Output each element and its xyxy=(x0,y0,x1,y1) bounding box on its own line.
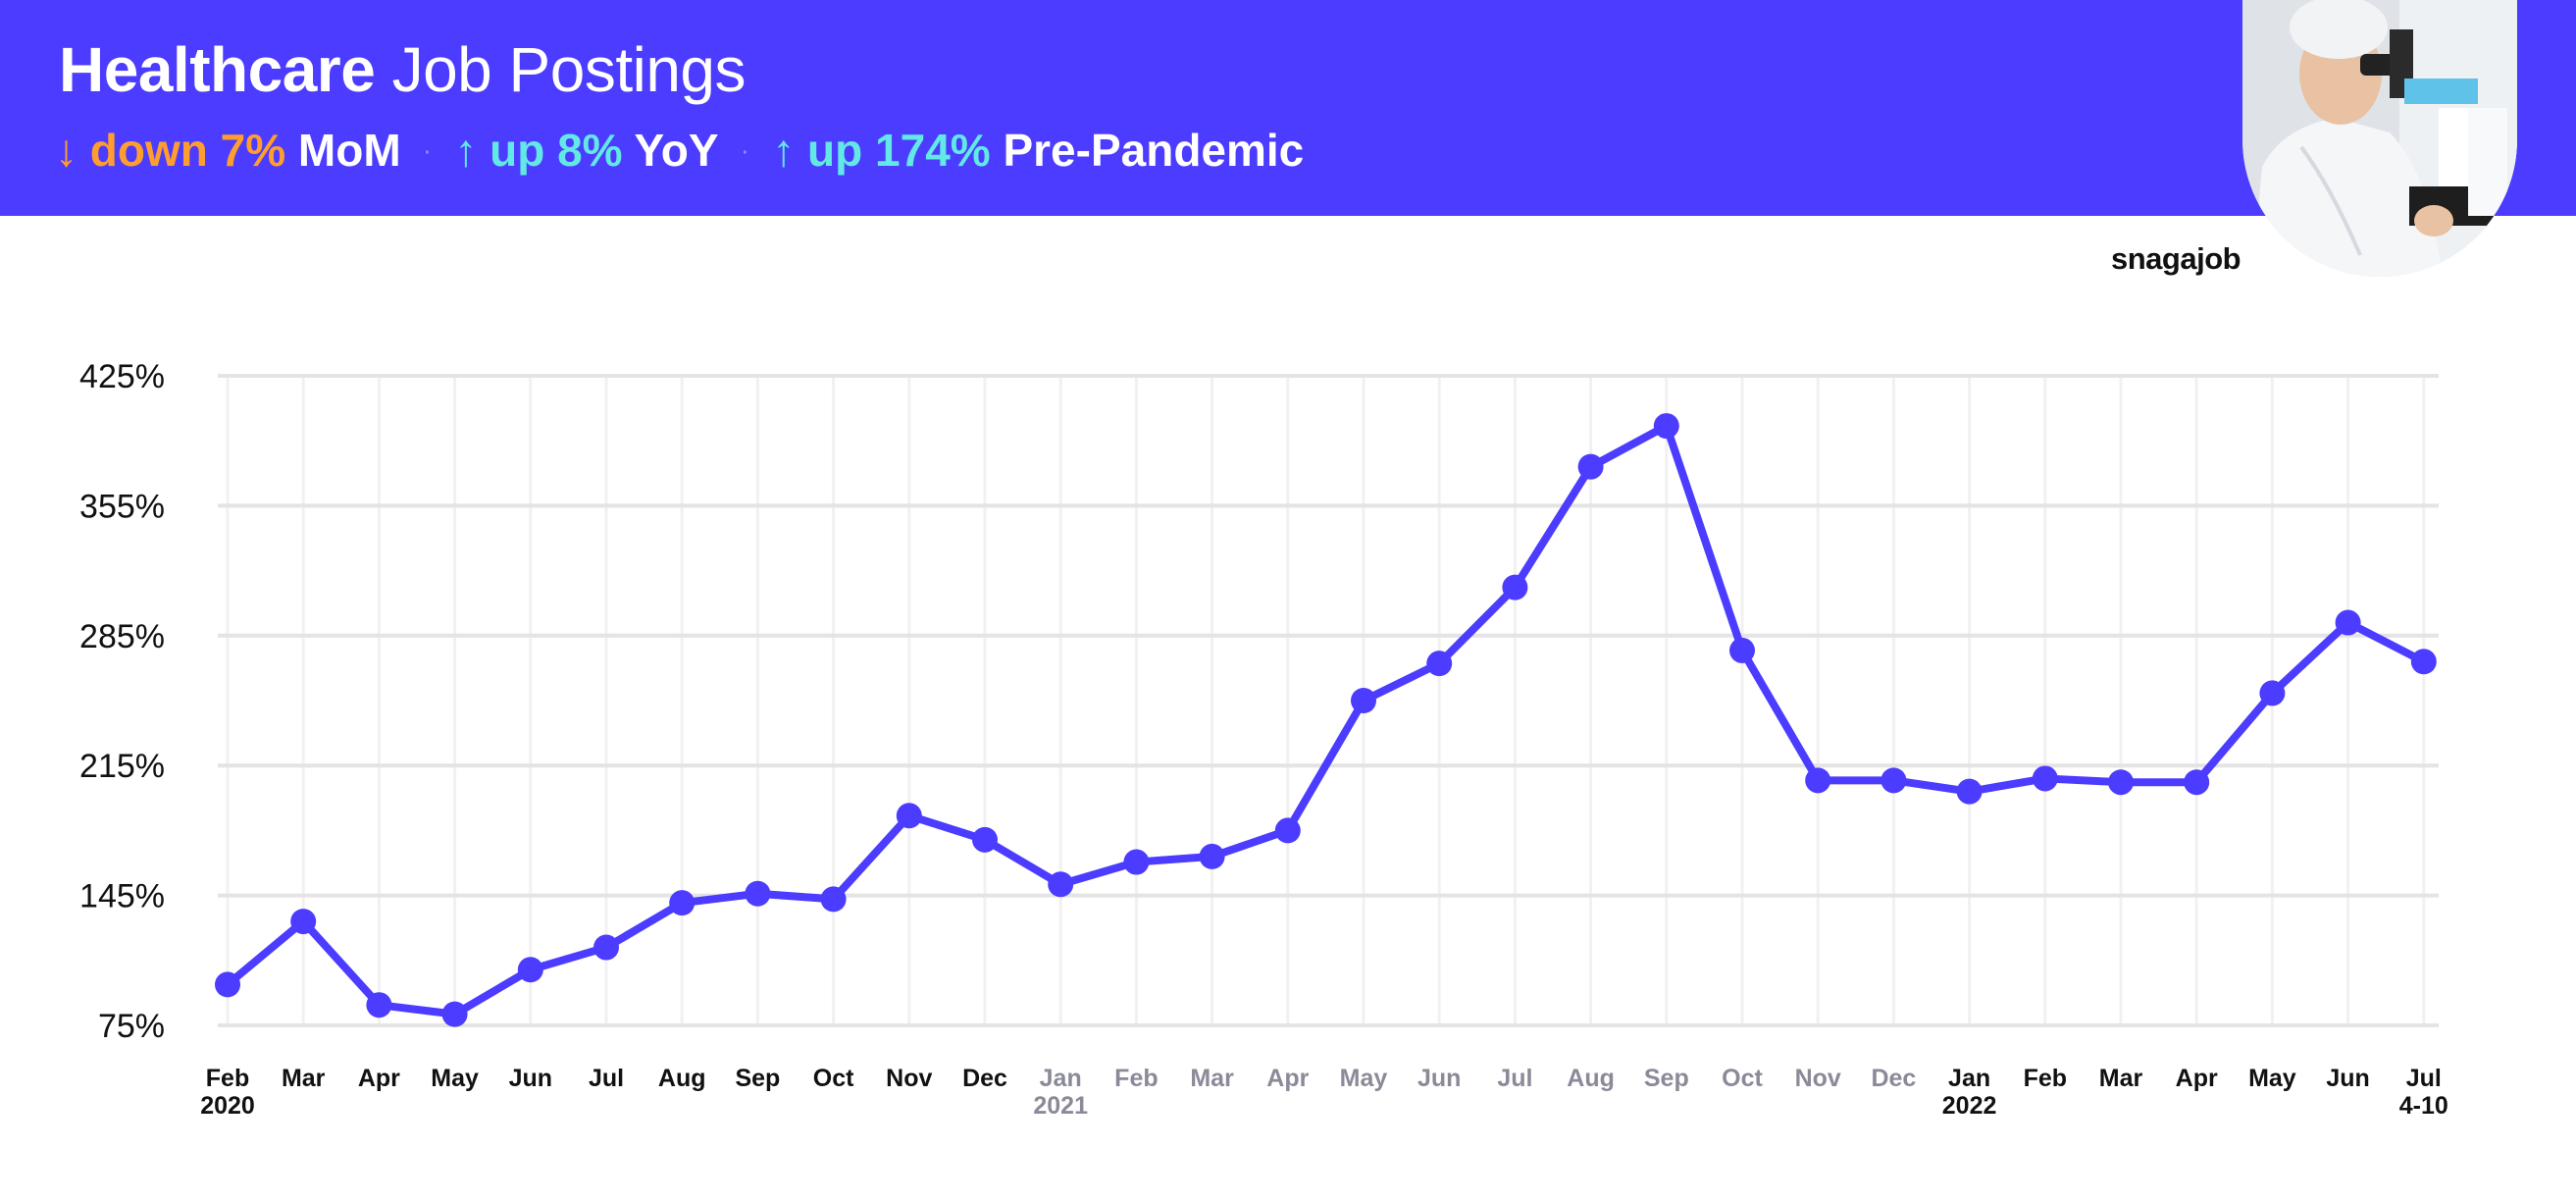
y-tick-label: 145% xyxy=(79,878,165,915)
lab-scientist-photo xyxy=(2242,0,2517,277)
y-axis: 75% 145% 215% 285% 355% 425% xyxy=(79,358,165,1045)
y-tick-label: 75% xyxy=(98,1008,165,1045)
arrow-up-icon: ↑ xyxy=(454,125,478,176)
x-tick-label: Aug xyxy=(658,1065,706,1092)
data-point xyxy=(972,826,998,853)
data-point xyxy=(1502,574,1528,600)
data-point xyxy=(1351,688,1376,713)
x-tick-label: May xyxy=(431,1065,479,1092)
data-point xyxy=(1123,849,1150,875)
data-point xyxy=(1805,767,1831,794)
stat-prepandemic-change: up 174% xyxy=(807,125,991,176)
stat-mom-change: down 7% xyxy=(89,125,286,176)
x-tick-label: Jun xyxy=(2326,1065,2369,1092)
x-tick-label: Feb xyxy=(1114,1065,1158,1092)
data-point xyxy=(1653,413,1679,440)
data-point xyxy=(290,909,317,935)
x-tick-label: Nov xyxy=(886,1065,932,1092)
y-tick-label: 285% xyxy=(79,618,165,655)
x-tick-label: May xyxy=(2248,1065,2296,1092)
header-banner: Healthcare Job Postings ↓ down 7% MoM · ↑ … xyxy=(0,0,2576,216)
data-points xyxy=(215,413,2437,1027)
y-tick-label: 355% xyxy=(79,488,165,525)
x-tick-year-label: 2021 xyxy=(1033,1092,1088,1120)
data-point xyxy=(2259,680,2286,706)
x-tick-label: Feb xyxy=(206,1065,249,1092)
data-point xyxy=(1729,637,1755,663)
x-tick-label: Feb xyxy=(2024,1065,2067,1092)
grid xyxy=(218,374,2439,1027)
stat-separator: · xyxy=(424,142,432,165)
x-tick-label: Nov xyxy=(1795,1065,1841,1092)
data-point xyxy=(517,957,543,983)
data-point xyxy=(2184,769,2210,796)
x-tick-label: Oct xyxy=(813,1065,854,1092)
x-tick-label: Dec xyxy=(962,1065,1007,1092)
x-tick-year-label: 4-10 xyxy=(2399,1092,2448,1120)
data-point xyxy=(441,1001,468,1027)
x-tick-year-label: 2020 xyxy=(200,1092,255,1120)
x-tick-label: Mar xyxy=(282,1065,326,1092)
arrow-up-icon: ↑ xyxy=(772,125,796,176)
page-title: Healthcare Job Postings xyxy=(59,33,747,106)
stat-mom: ↓ down 7% MoM xyxy=(55,125,401,176)
data-point xyxy=(2108,769,2134,796)
stats-line: ↓ down 7% MoM · ↑ up 8% YoY · ↑ up 174% Pre-… xyxy=(55,124,1304,177)
data-point xyxy=(2410,649,2437,675)
x-tick-label: Apr xyxy=(1266,1065,1309,1092)
x-tick-label: Mar xyxy=(1190,1065,1234,1092)
arrow-down-icon: ↓ xyxy=(55,125,77,176)
data-point xyxy=(1274,817,1301,844)
x-tick-label: Jun xyxy=(1417,1065,1461,1092)
y-tick-label: 425% xyxy=(79,358,165,395)
snagajob-logo: snagajob xyxy=(2111,241,2241,276)
data-point xyxy=(820,886,847,913)
data-point xyxy=(1577,453,1604,480)
x-tick-year-label: 2022 xyxy=(1942,1092,1997,1120)
stat-mom-label: MoM xyxy=(297,125,401,176)
x-tick-label: Jul xyxy=(1497,1065,1532,1092)
stat-separator: · xyxy=(742,142,749,165)
stat-yoy-label: YoY xyxy=(634,125,719,176)
x-tick-label: Aug xyxy=(1567,1065,1615,1092)
x-tick-label: Mar xyxy=(2099,1065,2143,1092)
data-point xyxy=(2032,765,2058,792)
lab-scientist-microscope-icon xyxy=(2242,0,2517,277)
x-tick-label: Jan xyxy=(1948,1065,1990,1092)
x-tick-label: May xyxy=(1340,1065,1388,1092)
stat-yoy-change: up 8% xyxy=(489,125,623,176)
stat-prepandemic: ↑ up 174% Pre-Pandemic xyxy=(772,125,1304,176)
data-point xyxy=(1956,778,1983,805)
data-point xyxy=(1199,843,1225,869)
x-tick-label: Sep xyxy=(1644,1065,1689,1092)
data-point xyxy=(745,880,771,907)
data-point xyxy=(1426,651,1453,677)
x-tick-label: Apr xyxy=(358,1065,400,1092)
title-bold: Healthcare xyxy=(59,34,376,105)
stat-prepandemic-label: Pre-Pandemic xyxy=(1003,125,1305,176)
data-point xyxy=(215,971,240,998)
series-line xyxy=(224,422,2428,1018)
stat-yoy: ↑ up 8% YoY xyxy=(454,125,718,176)
y-tick-label: 215% xyxy=(79,748,165,785)
data-point xyxy=(593,934,619,961)
x-tick-label: Jun xyxy=(509,1065,552,1092)
x-tick-label: Jul xyxy=(2406,1065,2442,1092)
data-point xyxy=(366,992,392,1018)
x-tick-label: Sep xyxy=(735,1065,780,1092)
x-tick-label: Jul xyxy=(589,1065,624,1092)
data-point xyxy=(669,890,696,916)
x-tick-label: Dec xyxy=(1871,1065,1916,1092)
data-point xyxy=(1048,871,1074,898)
data-point xyxy=(896,803,922,829)
title-rest: Job Postings xyxy=(391,34,747,105)
x-tick-label: Oct xyxy=(1722,1065,1763,1092)
x-tick-label: Jan xyxy=(1040,1065,1082,1092)
data-point xyxy=(2335,609,2361,636)
data-point xyxy=(1880,767,1907,794)
x-tick-label: Apr xyxy=(2176,1065,2218,1092)
